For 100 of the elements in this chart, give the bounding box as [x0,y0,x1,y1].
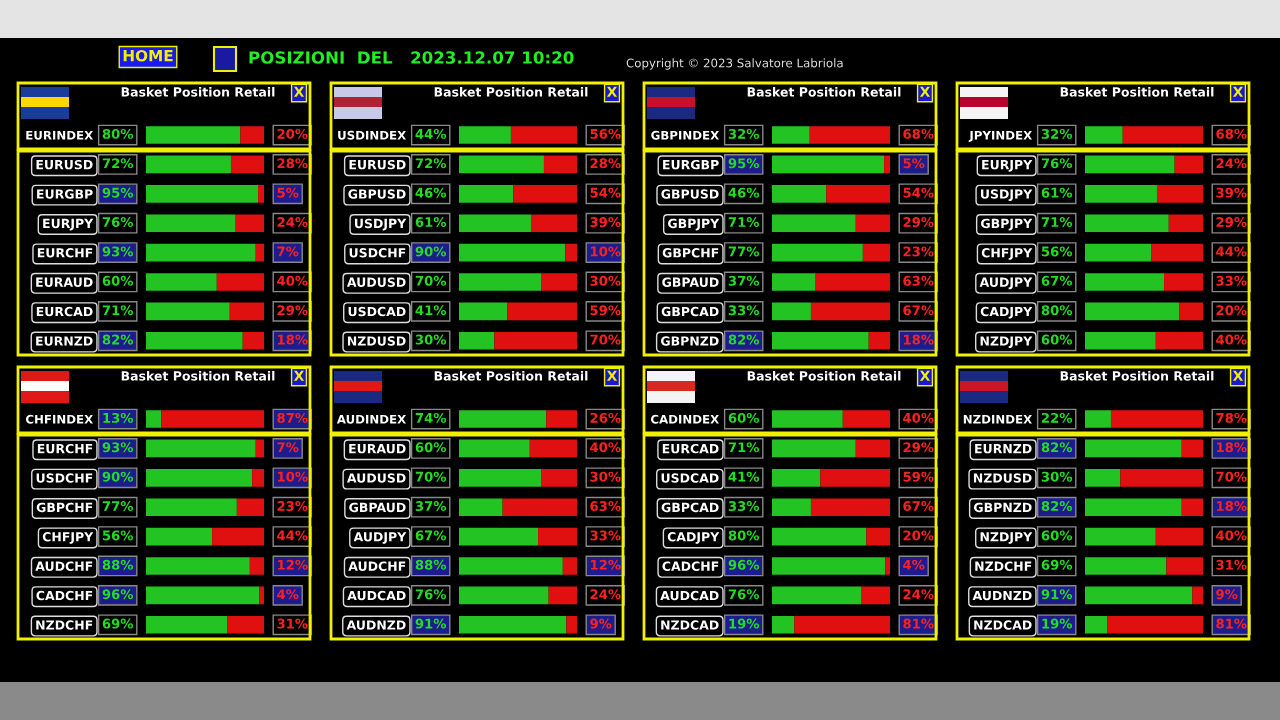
data-label: 39% [1216,187,1247,198]
text: X [919,370,931,381]
bar [494,331,577,350]
y-tick-label: EURCAD [662,443,719,454]
data-label: 19% [1042,618,1073,629]
bar [459,273,542,291]
data-label: 28% [277,158,308,169]
data-label: 31% [277,618,308,629]
bar [146,185,259,203]
bar [1085,185,1157,203]
chart-title: Basket Position Retail [1060,370,1214,381]
bar [772,331,869,350]
bar [809,126,890,144]
data-label: 88% [415,559,447,570]
data-label: 28% [590,158,621,169]
data-label: 59% [903,471,934,482]
bar [772,586,862,605]
bar [772,155,885,174]
data-label: 71% [102,305,134,316]
data-label: 67% [903,305,934,316]
bar [772,527,867,546]
data-label: 41% [415,305,447,316]
bar [772,410,843,428]
bar [530,214,577,233]
data-label: 71% [728,217,760,228]
chart-title: Basket Position Retail [747,86,901,97]
data-label: 30% [590,275,621,286]
data-label: 82% [1041,442,1073,453]
y-tick-label: EURJPY [43,218,94,231]
bar [459,331,495,350]
data-label: 95% [102,187,134,198]
bar [1085,527,1156,546]
y-tick-label: CHFJPY [981,248,1033,260]
data-label: 5% [903,158,925,169]
data-label: 81% [1216,618,1247,629]
text: Copyright © 2023 Salvatore Labriola [626,58,843,70]
bar [242,331,264,350]
data-label: 59% [590,305,621,316]
bar [826,185,890,203]
data-label: 20% [903,530,934,541]
bar [548,586,577,605]
chart-title: Basket Position Retail [121,370,275,381]
data-label: 87% [277,412,308,423]
y-tick-label: NZDINDEX [963,414,1032,424]
data-label: 32% [728,128,760,139]
y-tick-label: GBPUSD [661,189,719,199]
y-tick-label: AUDJPY [979,277,1033,290]
data-label: 18% [277,334,308,345]
bar [772,243,863,262]
data-label: 76% [415,589,447,600]
data-label: 18% [1216,442,1247,453]
data-label: 44% [1216,246,1247,257]
bar [459,586,549,605]
data-label: 69% [102,618,134,629]
bar [868,331,890,350]
data-label: 32% [1041,128,1073,139]
bar [459,498,503,517]
data-label: 71% [728,442,760,453]
data-label: 69% [1041,559,1073,570]
data-label: 88% [102,559,134,570]
bar [259,586,264,605]
bar [772,439,856,458]
bar [1122,126,1203,144]
data-label: 71% [1041,217,1073,228]
data-label: 93% [102,246,134,257]
data-label: 93% [102,442,134,453]
bar [1085,439,1182,458]
bar [1181,439,1203,458]
bar [1085,469,1121,487]
bar [1164,273,1203,291]
bar [507,302,577,321]
y-tick-label: AUDINDEX [336,414,406,424]
bar [146,527,213,546]
data-label: 10% [590,246,621,257]
bar [146,615,228,634]
data-label: 12% [590,559,621,570]
data-label: 56% [590,128,621,139]
bar [146,155,231,174]
y-tick-label: EURCHF [37,248,93,258]
data-label: 68% [903,128,934,139]
bar [146,126,241,144]
data-label: 60% [102,275,134,286]
bar [772,469,821,487]
bar [1166,557,1203,575]
bar [249,557,264,575]
bar [546,410,577,428]
bar [459,185,514,203]
data-label: 9% [590,618,612,629]
y-tick-label: GBPJPY [981,218,1033,231]
bar [459,469,542,487]
data-label: 96% [102,589,134,600]
data-label: 81% [903,618,934,629]
y-tick-label: CADINDEX [650,414,719,424]
data-label: 70% [415,275,447,286]
data-label: 18% [1216,501,1247,512]
bar [255,243,264,262]
data-label: 78% [1216,412,1247,423]
chart-title: Basket Position Retail [1060,86,1214,97]
bar [459,439,530,458]
y-tick-label: NZDCHF [36,620,93,630]
